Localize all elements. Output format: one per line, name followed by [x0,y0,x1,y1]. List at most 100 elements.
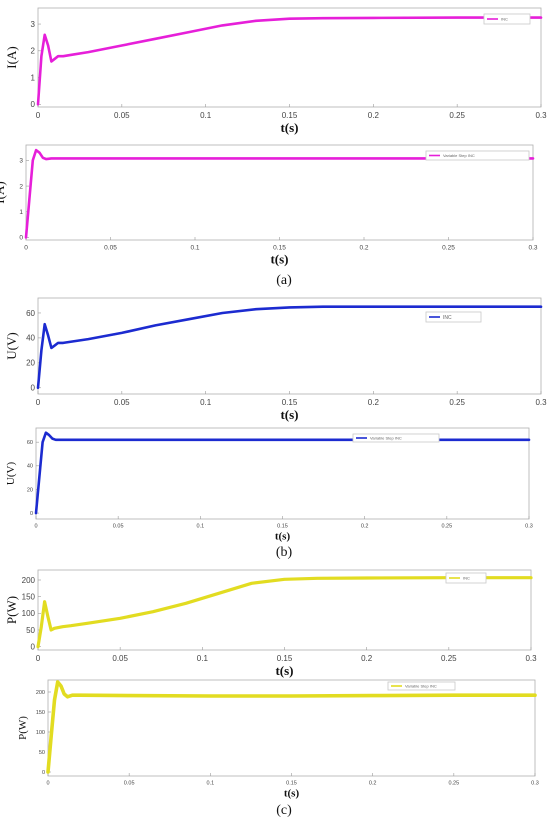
plot-frame [35,427,530,520]
data-point [283,578,286,580]
data-point [152,611,154,613]
chart-current-vs-inc: 0 0.05 0.1 0.15 0.2 0.25 0.3 0 1 2 3 t(s) I(A) Variab… [0,144,538,267]
chart-current-inc: 0 0.05 0.1 0.15 0.2 0.25 0.3 0 1 2 3 t(s) I(A) INC [4,7,547,135]
x-tick-label: 0.2 [369,781,377,787]
x-tick-label: 0.1 [200,398,212,407]
data-point [25,236,27,238]
x-tick-label: 0.1 [207,781,215,787]
data-point [50,629,52,631]
x-tick-label: 0.15 [286,781,297,787]
data-point [66,696,69,698]
data-point [53,699,56,701]
y-tick-label: 100 [22,609,36,618]
y-tick-label: 200 [36,690,45,696]
data-point [57,55,59,57]
plots-group: 0 0.05 0.1 0.15 0.2 0.25 0.3 0 1 2 3 t(s) I(A) INC 0 0.… [0,7,547,800]
data-point [86,622,88,624]
data-point [48,434,50,436]
x-tick-label: 0.3 [528,245,537,252]
x-tick-label: 0.2 [361,524,369,530]
legend-box [483,13,531,25]
data-point [372,17,374,19]
x-tick-label: 0.1 [197,654,209,663]
data-point [87,338,89,340]
y-tick-label: 100 [36,730,45,736]
y-tick-label: 0 [19,235,23,242]
data-point [32,159,34,161]
data-point [278,157,281,159]
data-point [288,306,291,308]
x-tick-label: 0.25 [448,781,459,787]
x-tick-label: 0.1 [190,245,199,252]
data-point [70,625,72,627]
x-tick-label: 0.2 [359,245,368,252]
x-axis-label: t(s) [280,407,298,422]
data-point [62,342,64,344]
panel-label-c: (c) [276,803,292,818]
x-tick-label: 0.2 [368,398,380,407]
data-point [53,627,56,629]
data-point [154,324,156,326]
x-tick-label: 0 [34,524,37,530]
data-point [119,617,121,619]
data-point [47,44,49,47]
legend-box [445,572,487,584]
data-point [218,592,220,594]
chart-voltage-vs-inc: 0 0.05 0.1 0.15 0.2 0.25 0.3 0 20 40 60 t(s) U(V) Var… [5,427,533,543]
data-point [255,20,257,22]
y-tick-label: 150 [22,592,36,601]
data-point [221,312,223,314]
data-point [45,158,47,160]
y-tick-label: 1 [19,209,23,216]
data-point [530,577,532,579]
legend-box [387,681,456,691]
x-tick-label: 0.3 [525,654,537,663]
y-axis-label: P(W) [17,716,29,740]
data-point [109,157,112,159]
data-point [128,695,130,697]
y-axis-label: U(V) [4,332,19,359]
plot-frame [25,144,534,241]
legend-box [425,311,482,323]
data-point [57,342,59,344]
data-point [366,577,368,579]
data-point [38,152,41,154]
x-tick-label: 0.15 [282,398,298,407]
x-tick-label: 0.15 [277,524,288,530]
x-tick-label: 0 [36,654,41,663]
x-tick-label: 0.3 [535,398,547,407]
data-point [50,157,53,159]
data-point [37,103,39,105]
data-point [47,771,49,773]
data-point [288,18,291,20]
data-point [37,387,39,389]
data-point [50,347,53,349]
data-point [59,157,61,159]
x-tick-label: 0.05 [124,781,135,787]
x-tick-label: 0 [46,781,49,787]
data-point [322,17,324,19]
x-tick-label: 0.3 [535,111,547,120]
data-point [532,157,534,159]
y-tick-label: 0 [31,642,36,651]
x-tick-label: 0.25 [441,524,452,530]
data-point [50,60,53,63]
data-point [35,512,37,514]
x-tick-label: 0.2 [361,654,373,663]
data-point [54,344,56,346]
x-axis-label: t(s) [275,531,291,543]
data-point [188,318,190,320]
data-point [121,332,123,334]
data-point [255,308,257,310]
x-axis-label: t(s) [284,788,300,800]
y-tick-label: 2 [31,47,36,56]
y-tick-label: 1 [31,73,36,82]
x-tick-label: 0.3 [531,781,539,787]
x-tick-label: 0.05 [114,398,130,407]
y-tick-label: 200 [22,576,36,585]
x-tick-label: 0.15 [277,654,293,663]
y-axis-label: P(W) [4,596,19,624]
legend-label: INC [463,575,470,580]
data-point [79,694,82,696]
